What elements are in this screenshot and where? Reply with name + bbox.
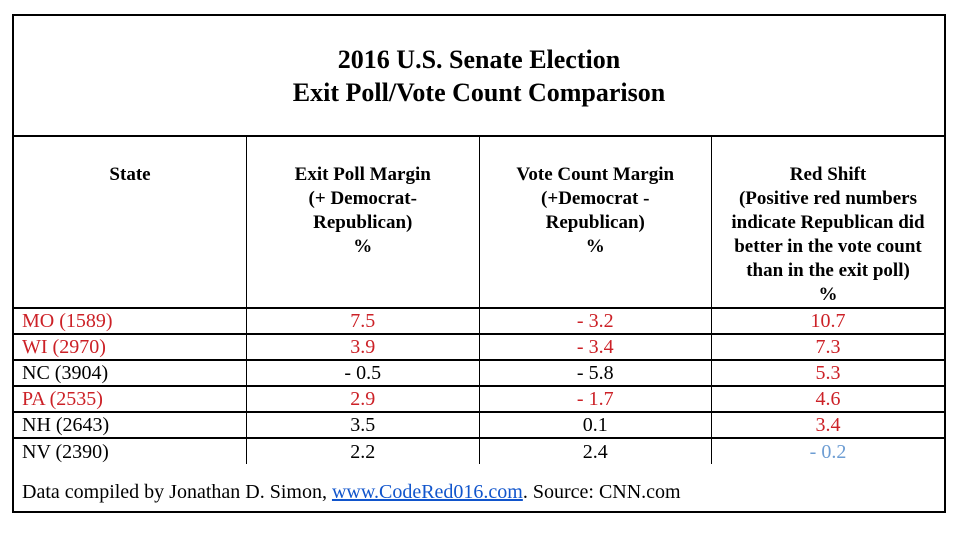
- col-header-red-shift: Red Shift (Positive red numbers indicate…: [711, 136, 945, 309]
- cell-vote-count-margin: - 3.4: [478, 333, 712, 361]
- cell-red-shift: - 0.2: [711, 437, 945, 465]
- cell-state: NV (2390): [13, 437, 247, 465]
- cell-red-shift: 3.4: [711, 411, 945, 439]
- exit-poll-comparison-table: State Exit Poll Margin (+ Democrat- Repu…: [13, 136, 945, 465]
- cell-red-shift: 7.3: [711, 333, 945, 361]
- comparison-table-frame: 2016 U.S. Senate Election Exit Poll/Vote…: [12, 14, 946, 513]
- cell-state: NH (2643): [13, 411, 247, 439]
- cell-vote-count-margin: - 1.7: [478, 385, 712, 413]
- table-row-nh: NH (2643) 3.5 0.1 3.4: [13, 411, 945, 439]
- table-row-wi: WI (2970) 3.9 - 3.4 7.3: [13, 333, 945, 361]
- source-note-suffix: . Source: CNN.com: [522, 481, 681, 503]
- cell-vote-count-margin: 0.1: [478, 411, 712, 439]
- cell-vote-count-margin: - 3.2: [478, 307, 712, 335]
- cell-exit-poll-margin: 3.5: [246, 411, 480, 439]
- source-note: Data compiled by Jonathan D. Simon, www.…: [14, 464, 944, 511]
- cell-exit-poll-margin: 7.5: [246, 307, 480, 335]
- cell-vote-count-margin: 2.4: [478, 437, 712, 465]
- cell-red-shift: 10.7: [711, 307, 945, 335]
- cell-red-shift: 4.6: [711, 385, 945, 413]
- col-header-vote-count-margin: Vote Count Margin (+Democrat - Republica…: [478, 136, 712, 309]
- cell-state: PA (2535): [13, 385, 247, 413]
- codered-link[interactable]: www.CodeRed016.com: [331, 481, 523, 503]
- title-line-1: 2016 U.S. Senate Election: [337, 44, 621, 74]
- cell-state: WI (2970): [13, 333, 247, 361]
- cell-exit-poll-margin: 2.2: [246, 437, 480, 465]
- source-note-prefix: Data compiled by Jonathan D. Simon,: [22, 481, 332, 503]
- table-row-nv: NV (2390) 2.2 2.4 - 0.2: [13, 437, 945, 465]
- table-header: State Exit Poll Margin (+ Democrat- Repu…: [13, 136, 945, 309]
- table-row-mo: MO (1589) 7.5 - 3.2 10.7: [13, 307, 945, 335]
- header-row: State Exit Poll Margin (+ Democrat- Repu…: [13, 136, 945, 309]
- col-header-state: State: [13, 136, 247, 309]
- cell-state: NC (3904): [13, 359, 247, 387]
- table-body: MO (1589) 7.5 - 3.2 10.7 WI (2970) 3.9 -…: [13, 307, 945, 465]
- table-row-pa: PA (2535) 2.9 - 1.7 4.6: [13, 385, 945, 413]
- cell-vote-count-margin: - 5.8: [478, 359, 712, 387]
- cell-state: MO (1589): [13, 307, 247, 335]
- page-title: 2016 U.S. Senate Election Exit Poll/Vote…: [14, 16, 944, 137]
- col-header-exit-poll-margin: Exit Poll Margin (+ Democrat- Republican…: [246, 136, 480, 309]
- title-line-2: Exit Poll/Vote Count Comparison: [292, 77, 666, 107]
- table-row-nc: NC (3904) - 0.5 - 5.8 5.3: [13, 359, 945, 387]
- cell-exit-poll-margin: 3.9: [246, 333, 480, 361]
- cell-red-shift: 5.3: [711, 359, 945, 387]
- cell-exit-poll-margin: 2.9: [246, 385, 480, 413]
- cell-exit-poll-margin: - 0.5: [246, 359, 480, 387]
